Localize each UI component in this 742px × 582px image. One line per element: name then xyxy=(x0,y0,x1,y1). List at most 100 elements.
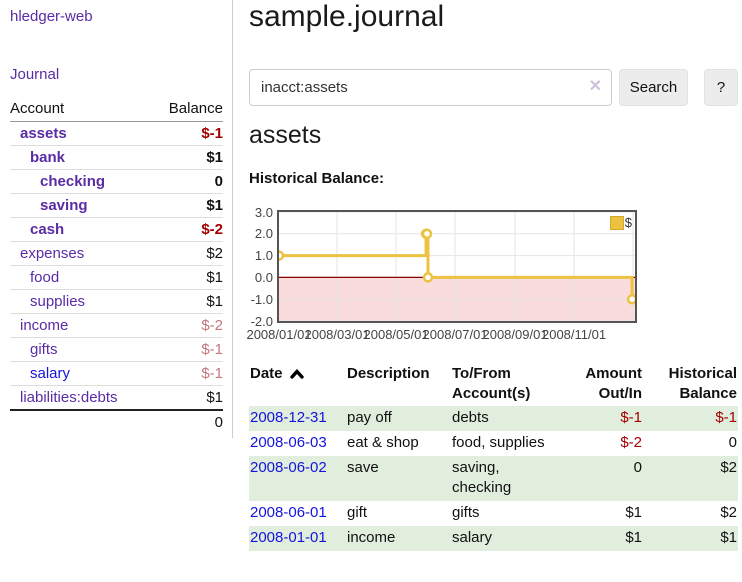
account-row: assets $-1 xyxy=(10,121,223,146)
y-axis-tick-label: 0.0 xyxy=(254,269,273,285)
y-axis-tick-label: 3.0 xyxy=(254,204,273,220)
account-row: expenses $2 xyxy=(10,241,223,266)
chart-legend: $ xyxy=(609,215,632,230)
account-row: cash $-2 xyxy=(10,217,223,242)
clear-search-icon[interactable]: ✕ xyxy=(588,78,602,95)
transaction-row: 2008-01-01 income salary $1 $1 xyxy=(249,526,738,551)
account-link-income[interactable]: income xyxy=(20,317,69,334)
chart-title: Historical Balance: xyxy=(249,170,385,187)
account-row: checking 0 xyxy=(10,169,223,194)
page-title: sample.journal xyxy=(249,0,445,33)
transaction-balance: $2 xyxy=(720,459,737,476)
account-balance: $1 xyxy=(151,145,223,170)
x-axis-tick-label: 2008/11/01 xyxy=(541,327,607,342)
transaction-date-link[interactable]: 2008-06-02 xyxy=(250,459,327,476)
account-row: liabilities:debts $1 xyxy=(10,385,223,410)
register-header-to-from-account-s-: To/From Account(s) xyxy=(452,365,531,402)
transaction-balance: $2 xyxy=(720,504,737,521)
transaction-amount: $-2 xyxy=(620,434,642,451)
account-balance: $1 xyxy=(151,385,223,410)
transaction-date-link[interactable]: 2008-06-01 xyxy=(250,504,327,521)
search-input[interactable] xyxy=(249,69,612,106)
account-link-cash[interactable]: cash xyxy=(30,221,65,238)
transaction-balance: 0 xyxy=(728,434,737,451)
transaction-description: income xyxy=(347,529,396,546)
account-balance: $1 xyxy=(151,265,223,290)
search-button[interactable]: Search xyxy=(619,69,688,106)
register-header-amount-out-in: Amount Out/In xyxy=(585,365,642,402)
transaction-amount: 0 xyxy=(633,459,642,476)
accounts-total-row: 0 xyxy=(10,409,223,434)
transaction-row: 2008-12-31 pay off debts $-1 $-1 xyxy=(249,406,738,431)
account-link-supplies[interactable]: supplies xyxy=(30,293,86,310)
transaction-amount: $-1 xyxy=(620,409,642,426)
accounts-header-account: Account xyxy=(10,97,152,122)
help-button[interactable]: ? xyxy=(704,69,738,106)
account-row: gifts $-1 xyxy=(10,337,223,362)
sort-ascending-icon xyxy=(289,368,304,379)
account-row: salary $-1 xyxy=(10,361,223,386)
transaction-description: eat & shop xyxy=(347,434,419,451)
transaction-description: save xyxy=(347,459,379,476)
account-row: bank $1 xyxy=(10,145,223,170)
account-link-salary[interactable]: salary xyxy=(30,365,71,382)
account-balance: $-2 xyxy=(151,217,223,242)
legend-label: $ xyxy=(624,215,632,230)
account-row: saving $1 xyxy=(10,193,223,218)
transaction-amount: $1 xyxy=(625,529,642,546)
x-axis-tick-label: 2008/05/01 xyxy=(363,327,429,342)
transaction-amount: $1 xyxy=(625,504,642,521)
legend-swatch-icon xyxy=(609,215,624,230)
accounts-table: Account Balance assets $-1 bank $1 checking 0… xyxy=(10,97,223,434)
account-link-bank[interactable]: bank xyxy=(30,149,66,166)
account-balance: $1 xyxy=(151,193,223,218)
account-link-assets[interactable]: assets xyxy=(20,125,67,142)
register-table: Date Description To/From Account(s) Amount … xyxy=(249,362,738,551)
account-balance: $-1 xyxy=(151,121,223,146)
account-link-liabilities-debts[interactable]: liabilities:debts xyxy=(20,389,118,406)
x-axis-tick-label: 2008/01/01 xyxy=(246,327,312,342)
x-axis-tick-label: 2008/09/01 xyxy=(482,327,548,342)
x-axis-tick-label: 2008/03/01 xyxy=(304,327,370,342)
account-link-food[interactable]: food xyxy=(30,269,60,286)
transaction-accounts: debts xyxy=(452,409,489,426)
account-balance: $-1 xyxy=(151,361,223,386)
transaction-accounts: salary xyxy=(452,529,493,546)
transaction-balance: $1 xyxy=(720,529,737,546)
transaction-accounts: food, supplies xyxy=(452,434,545,451)
transaction-accounts: saving, checking xyxy=(452,459,512,496)
transaction-description: gift xyxy=(347,504,368,521)
register-header-date[interactable]: Date xyxy=(249,362,346,406)
y-axis-tick-label: 1.0 xyxy=(254,248,273,264)
account-balance: 0 xyxy=(151,169,223,194)
x-axis-tick-label: 2008/07/01 xyxy=(422,327,488,342)
account-link-checking[interactable]: checking xyxy=(40,173,106,190)
chart-canvas xyxy=(279,212,635,321)
sidebar: hledger-web Journal Account Balance asse… xyxy=(0,0,233,438)
account-heading: assets xyxy=(249,121,322,149)
transaction-row: 2008-06-03 eat & shop food, supplies $-2 0 xyxy=(249,431,738,456)
account-balance: $-2 xyxy=(151,313,223,338)
y-axis-tick-label: 2.0 xyxy=(254,226,273,242)
app-title-link[interactable]: hledger-web xyxy=(10,8,93,25)
accounts-header-balance: Balance xyxy=(151,97,223,122)
search-form: ✕ Search ? xyxy=(249,69,738,106)
chart-plot-area[interactable]: $ xyxy=(277,210,637,323)
transaction-row: 2008-06-02 save saving, checking 0 $2 xyxy=(249,456,738,501)
account-row: income $-2 xyxy=(10,313,223,338)
register-header-description: Description xyxy=(347,365,430,382)
transaction-accounts: gifts xyxy=(452,504,480,521)
transaction-date-link[interactable]: 2008-12-31 xyxy=(250,409,327,426)
account-link-expenses[interactable]: expenses xyxy=(20,245,85,262)
accounts-total-value: 0 xyxy=(151,409,223,434)
transaction-description: pay off xyxy=(347,409,392,426)
account-balance: $-1 xyxy=(151,337,223,362)
register-header-historical-balance: Historical Balance xyxy=(668,365,737,402)
y-axis-tick-label: -1.0 xyxy=(250,291,273,307)
account-link-saving[interactable]: saving xyxy=(40,197,88,214)
transaction-date-link[interactable]: 2008-01-01 xyxy=(250,529,327,546)
journal-link[interactable]: Journal xyxy=(10,66,60,83)
account-balance: $2 xyxy=(151,241,223,266)
transaction-date-link[interactable]: 2008-06-03 xyxy=(250,434,327,451)
account-link-gifts[interactable]: gifts xyxy=(30,341,58,358)
